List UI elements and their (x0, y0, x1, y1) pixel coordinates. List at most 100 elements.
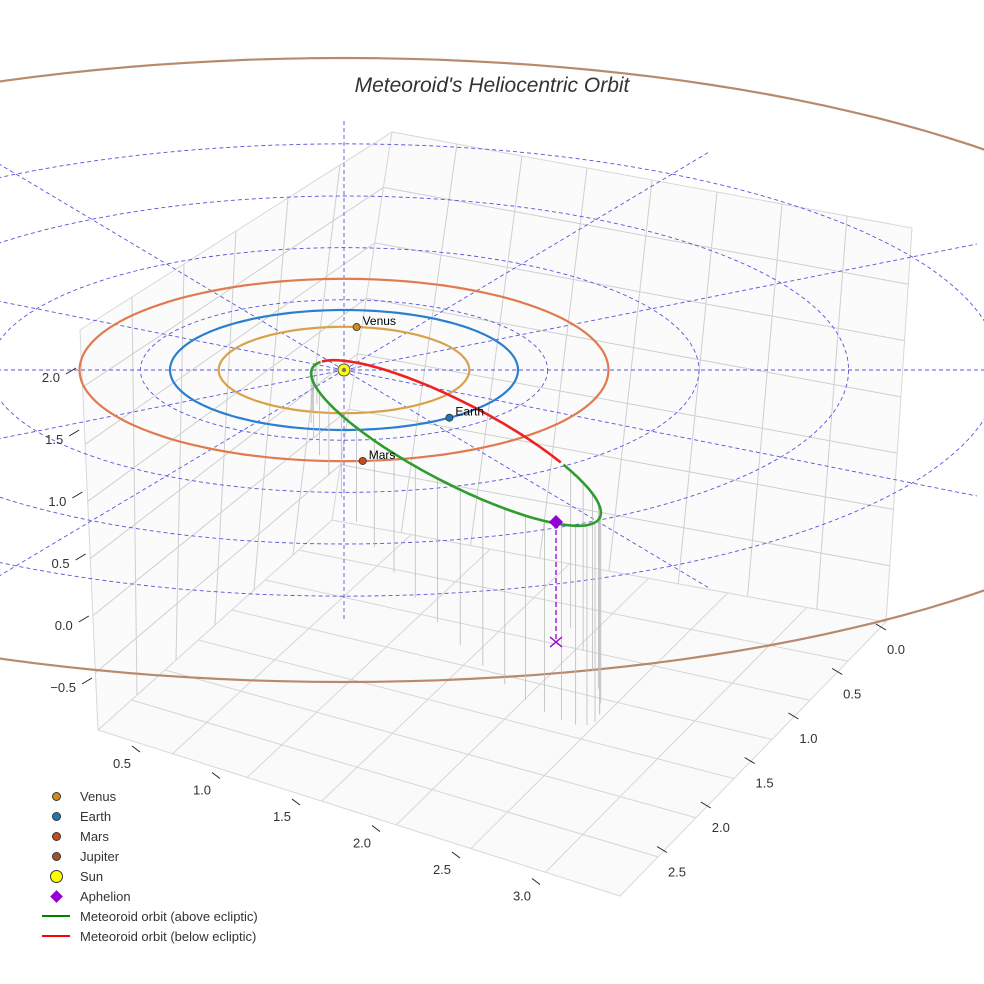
x-tick-mark (371, 825, 381, 832)
polar-grid-spoke (343, 369, 977, 497)
jupiter-marker-icon (51, 851, 61, 861)
back-wall-gridline (383, 186, 909, 285)
y-tick-label: 2.0 (712, 820, 730, 835)
z-tick-mark (65, 367, 77, 375)
legend-label-mars: Mars (80, 828, 109, 844)
left-wall-gridline (89, 353, 359, 559)
legend-label-sun: Sun (80, 868, 104, 884)
x-tick-label: 3.0 (513, 889, 531, 904)
y-tick-mark (656, 846, 668, 853)
floor-gridline (172, 534, 412, 755)
x-tick-mark (291, 798, 301, 806)
back-wall-gridline (816, 215, 848, 610)
z-tick-mark (72, 491, 83, 499)
polar-grid-spoke (0, 369, 345, 576)
floor-gridline (545, 607, 808, 873)
legend-item-aphelion: Aphelion (40, 886, 258, 906)
orbit-jupiter (0, 56, 984, 684)
polar-grid-spoke (0, 369, 345, 439)
polar-grid-spoke (343, 369, 710, 589)
floor-gridline (321, 563, 570, 802)
polar-grid-spoke (343, 151, 710, 371)
y-tick-mark (875, 623, 887, 631)
x-tick-mark (531, 878, 541, 885)
z-tick-label: 0.0 (55, 618, 73, 633)
meteoroid-orbit-below (321, 358, 562, 464)
x-tick-mark (211, 772, 221, 779)
z-tick-label: 2.0 (42, 370, 60, 385)
back-wall-gridline (608, 179, 653, 572)
venus-label: Venus (363, 314, 396, 328)
legend-item-jupiter: Jupiter (40, 846, 258, 866)
legend: Venus Earth Mars Jupiter Sun Aphelion Me… (40, 786, 258, 946)
back-wall-gridline (747, 203, 783, 597)
left-wall-gridline (253, 197, 289, 591)
body-markers: Venus Earth Mars (337, 314, 563, 529)
z-tick-label: 1.5 (45, 432, 63, 447)
x-tick-label: 2.0 (353, 836, 371, 851)
axis-panes (79, 130, 913, 897)
legend-item-earth: Earth (40, 806, 258, 826)
sun-core-marker (341, 367, 347, 373)
meteoroid-orbit-above (309, 360, 603, 528)
floor-gridline (395, 577, 649, 826)
z-tick-label: 1.0 (48, 494, 66, 509)
left-wall-gridline (214, 230, 237, 626)
back-wall-gridline (470, 155, 523, 546)
left-wall-gridline (175, 263, 185, 661)
left-wall-gridline (84, 242, 376, 445)
legend-label-jupiter: Jupiter (80, 848, 120, 864)
left-wall-gridline (95, 464, 341, 674)
legend-label-meteoroid-above: Meteoroid orbit (above ecliptic) (80, 908, 258, 924)
left-wall-gridline (87, 297, 367, 502)
orbit-venus (217, 325, 471, 415)
floor-gridline (298, 549, 849, 662)
earth-marker-icon (51, 811, 61, 821)
grid-lines (82, 143, 909, 873)
aphelion-marker-icon (49, 889, 63, 903)
x-tick-label: 1.0 (193, 783, 211, 798)
polar-grid-spoke (0, 301, 345, 371)
meteoroid-projection-lines (310, 363, 602, 726)
orbit-earth (168, 308, 520, 432)
planet-orbits (0, 56, 984, 684)
back-wall-gridline (340, 464, 890, 567)
x-tick-label: 0.5 (113, 756, 131, 771)
legend-item-sun: Sun (40, 866, 258, 886)
y-tick-label: 1.0 (799, 731, 817, 746)
legend-item-meteoroid-below: Meteoroid orbit (below ecliptic) (40, 926, 258, 946)
back-wall-gridline (539, 167, 588, 559)
z-tick-mark (78, 615, 90, 623)
y-tick-mark (744, 757, 755, 764)
x-tick-label: 2.5 (433, 862, 451, 877)
earth-marker (445, 413, 454, 422)
floor-gridline (231, 609, 773, 740)
mars-label: Mars (369, 448, 396, 462)
venus-marker (352, 323, 361, 332)
z-tick-mark (75, 553, 86, 561)
legend-item-meteoroid-above: Meteoroid orbit (above ecliptic) (40, 906, 258, 926)
y-tick-mark (831, 668, 843, 675)
y-tick-mark (700, 801, 712, 809)
legend-label-earth: Earth (80, 808, 112, 824)
legend-label-venus: Venus (80, 788, 117, 804)
z-tick-mark (68, 429, 80, 437)
x-tick-label: 1.5 (273, 809, 291, 824)
y-tick-label: 0.5 (843, 687, 861, 702)
aphelion-marker (549, 515, 563, 529)
left-wall-gridline (131, 296, 138, 696)
x-tick-mark (451, 851, 461, 859)
floor-gridline (265, 579, 811, 701)
x-tick-mark (131, 745, 141, 753)
chart-title: Meteoroid's Heliocentric Orbit (354, 74, 630, 97)
back-wall-gridline (677, 191, 718, 584)
meteoroid-orbit (309, 358, 603, 648)
legend-label-meteoroid-below: Meteoroid orbit (below ecliptic) (80, 928, 257, 944)
y-tick-label: 2.5 (668, 865, 686, 880)
back-wall-gridline (374, 242, 905, 342)
green-line-icon (42, 915, 70, 917)
legend-item-venus: Venus (40, 786, 258, 806)
legend-item-mars: Mars (40, 826, 258, 846)
left-wall-gridline (92, 408, 350, 617)
